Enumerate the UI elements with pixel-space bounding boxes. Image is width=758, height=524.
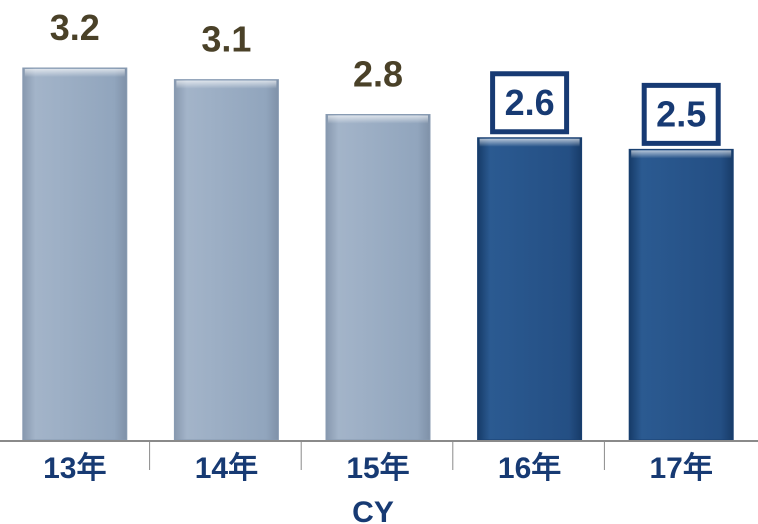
bar-3 <box>325 114 431 441</box>
category-label-2: 14年 <box>195 452 258 485</box>
data-label-1: 3.2 <box>50 7 100 48</box>
bars-layer <box>22 67 734 441</box>
bar-5-top-highlight <box>631 150 732 159</box>
data-label-5: 2.5 <box>656 93 706 134</box>
value-labels-layer: 3.2 3.1 2.8 2.6 2.5 <box>50 7 721 146</box>
bar-3-top-highlight <box>328 115 428 124</box>
category-label-4: 16年 <box>498 452 561 485</box>
bar-3-body <box>325 114 431 441</box>
bar-2 <box>173 79 279 441</box>
bar-4-body <box>477 137 583 441</box>
x-axis-title: CY <box>352 496 394 524</box>
bar-4 <box>477 137 583 441</box>
bar-1-body <box>22 67 128 441</box>
bar-2-top-highlight <box>176 80 277 89</box>
bar-5-body <box>628 148 734 441</box>
category-label-3: 15年 <box>346 452 409 485</box>
data-label-2: 3.1 <box>201 19 251 60</box>
bar-4-top-highlight <box>479 138 580 147</box>
data-label-box-5 <box>641 82 721 146</box>
bar-2-body <box>173 79 279 441</box>
data-label-3: 2.8 <box>353 54 403 95</box>
bar-1 <box>22 67 128 441</box>
category-label-5: 17年 <box>650 452 713 485</box>
category-label-1: 13年 <box>43 452 106 485</box>
bar-1-top-highlight <box>24 69 125 77</box>
x-axis: 13年 14年 15年 16年 17年 CY <box>0 440 758 524</box>
data-label-4: 2.6 <box>505 82 555 123</box>
bar-5 <box>628 148 734 441</box>
data-label-box-4 <box>490 71 570 135</box>
